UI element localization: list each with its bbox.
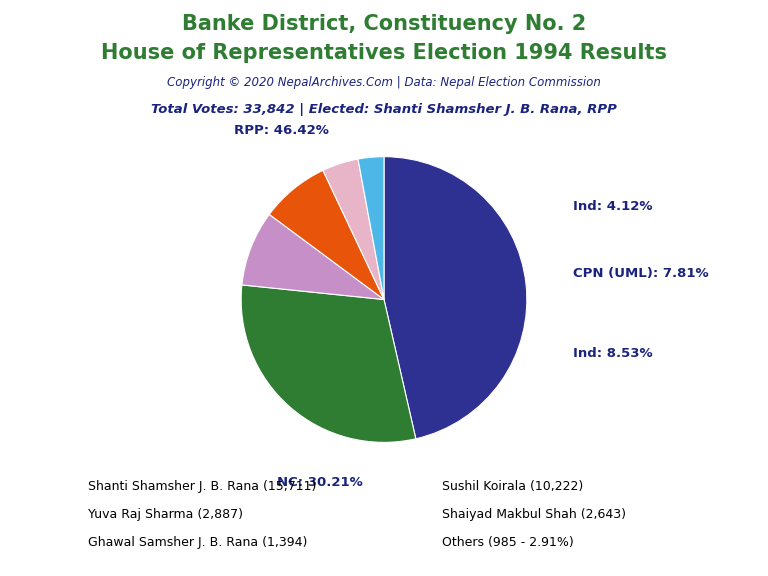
Text: Copyright © 2020 NepalArchives.Com | Data: Nepal Election Commission: Copyright © 2020 NepalArchives.Com | Dat… <box>167 76 601 89</box>
Text: Ghawal Samsher J. B. Rana (1,394): Ghawal Samsher J. B. Rana (1,394) <box>88 536 308 548</box>
Text: Others (985 - 2.91%): Others (985 - 2.91%) <box>442 536 574 548</box>
Wedge shape <box>242 214 384 300</box>
Text: RPP: 46.42%: RPP: 46.42% <box>233 124 329 138</box>
Text: Ind: 4.12%: Ind: 4.12% <box>573 200 652 213</box>
Text: Shanti Shamsher J. B. Rana (15,711): Shanti Shamsher J. B. Rana (15,711) <box>88 480 316 493</box>
Wedge shape <box>241 285 415 442</box>
Text: Shaiyad Makbul Shah (2,643): Shaiyad Makbul Shah (2,643) <box>442 508 626 521</box>
Text: Yuva Raj Sharma (2,887): Yuva Raj Sharma (2,887) <box>88 508 243 521</box>
Text: Sushil Koirala (10,222): Sushil Koirala (10,222) <box>442 480 583 493</box>
Text: NC: 30.21%: NC: 30.21% <box>276 476 362 489</box>
Text: Ind: 8.53%: Ind: 8.53% <box>573 347 652 361</box>
Wedge shape <box>358 157 384 300</box>
Wedge shape <box>384 157 527 439</box>
Wedge shape <box>270 170 384 300</box>
Wedge shape <box>323 159 384 300</box>
Text: House of Representatives Election 1994 Results: House of Representatives Election 1994 R… <box>101 43 667 63</box>
Text: Total Votes: 33,842 | Elected: Shanti Shamsher J. B. Rana, RPP: Total Votes: 33,842 | Elected: Shanti Sh… <box>151 103 617 116</box>
Text: CPN (UML): 7.81%: CPN (UML): 7.81% <box>573 267 708 281</box>
Text: Banke District, Constituency No. 2: Banke District, Constituency No. 2 <box>182 14 586 35</box>
